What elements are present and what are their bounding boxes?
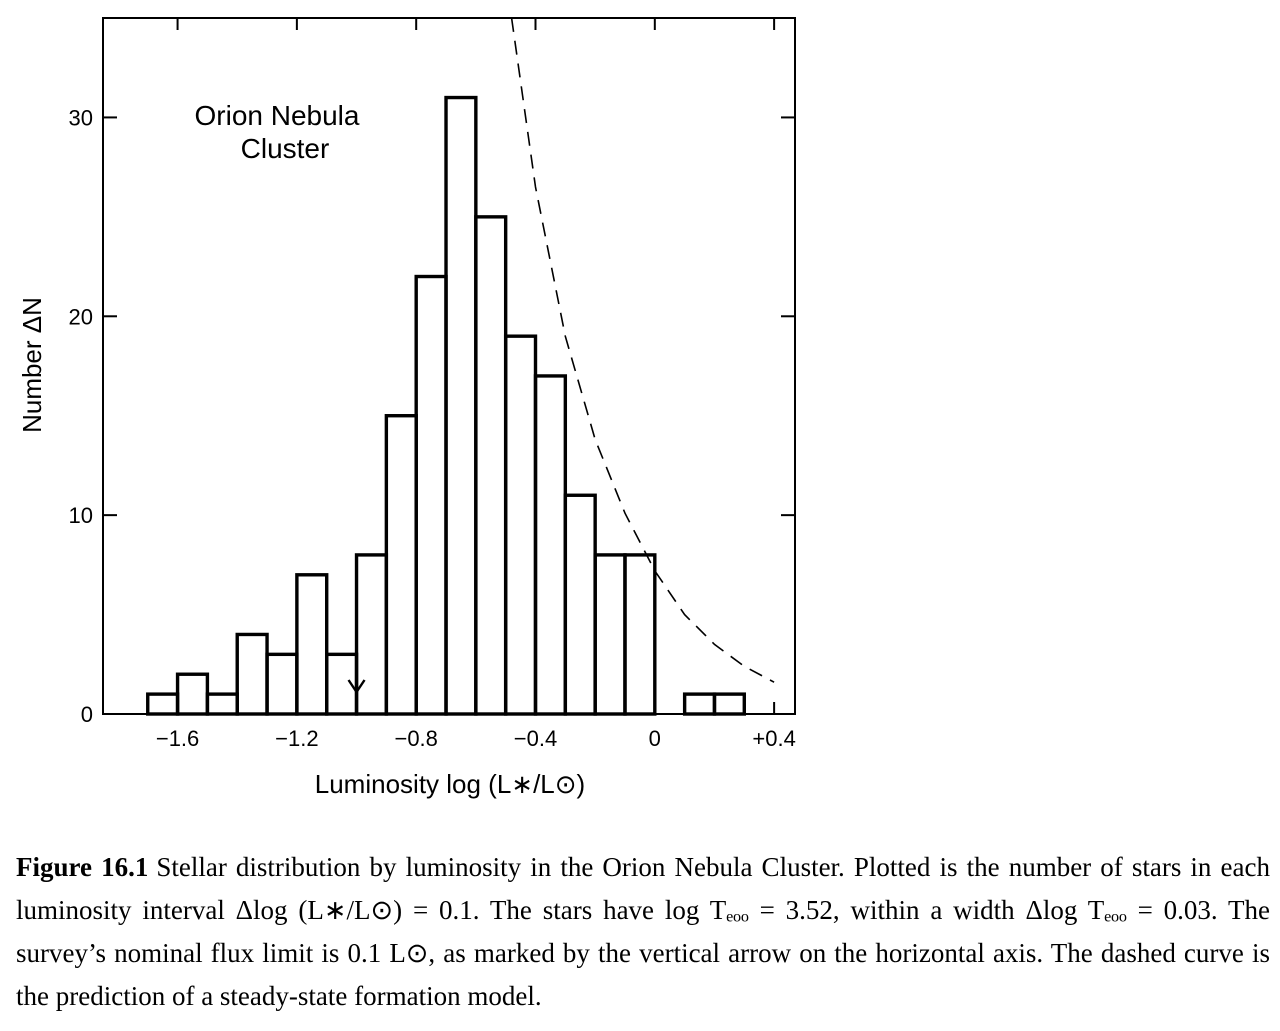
y-tick-label: 0	[81, 702, 93, 727]
flux-limit-arrow-head	[347, 679, 366, 695]
histogram-bar	[146, 692, 180, 716]
histogram-bar	[444, 95, 478, 716]
y-tick-label: 10	[69, 503, 93, 528]
histogram-bar	[623, 553, 657, 716]
histogram-bar	[354, 553, 389, 716]
histogram-bar	[205, 692, 239, 716]
x-tick-label: +0.4	[752, 726, 795, 751]
y-axis-label: Number ΔN	[17, 297, 47, 433]
x-tick-label: −1.6	[156, 726, 199, 751]
histogram-bar	[503, 334, 538, 716]
cluster-annotation-line1: Orion Nebula	[195, 100, 360, 131]
histogram-bar	[474, 215, 508, 716]
histogram-bar	[563, 493, 597, 716]
caption-label: Figure 16.1	[16, 852, 149, 882]
x-tick-label: −0.4	[514, 726, 557, 751]
histogram-bar	[384, 414, 418, 716]
histogram-bar	[235, 632, 269, 716]
x-tick-label: −0.8	[394, 726, 437, 751]
y-tick-label: 30	[69, 105, 93, 130]
histogram-bar	[712, 692, 746, 716]
x-axis-label: Luminosity log (L∗/L⊙)	[315, 769, 585, 799]
histogram-bar	[265, 652, 299, 716]
caption-text: Stellar distribution by luminosity in th…	[16, 852, 1270, 1011]
histogram-bar	[533, 374, 568, 716]
steady-state-model-curve	[510, 17, 775, 683]
histogram-bar	[295, 573, 329, 716]
histogram-bar	[175, 672, 210, 716]
histogram-bar	[414, 274, 448, 716]
histogram-bar	[682, 692, 717, 716]
x-tick-label: −1.2	[275, 726, 318, 751]
histogram-bar	[593, 553, 627, 716]
luminosity-histogram-chart: −1.6 −1.2 −0.8 −0.4 0 +0.4 0 10 20 30 Orion Nebula…	[17, 17, 796, 799]
y-tick-label: 20	[69, 304, 93, 329]
x-tick-label: 0	[649, 726, 661, 751]
cluster-annotation-line2: Cluster	[241, 133, 330, 164]
figure-caption: Figure 16.1 Stellar distribution by lumin…	[16, 846, 1270, 1018]
